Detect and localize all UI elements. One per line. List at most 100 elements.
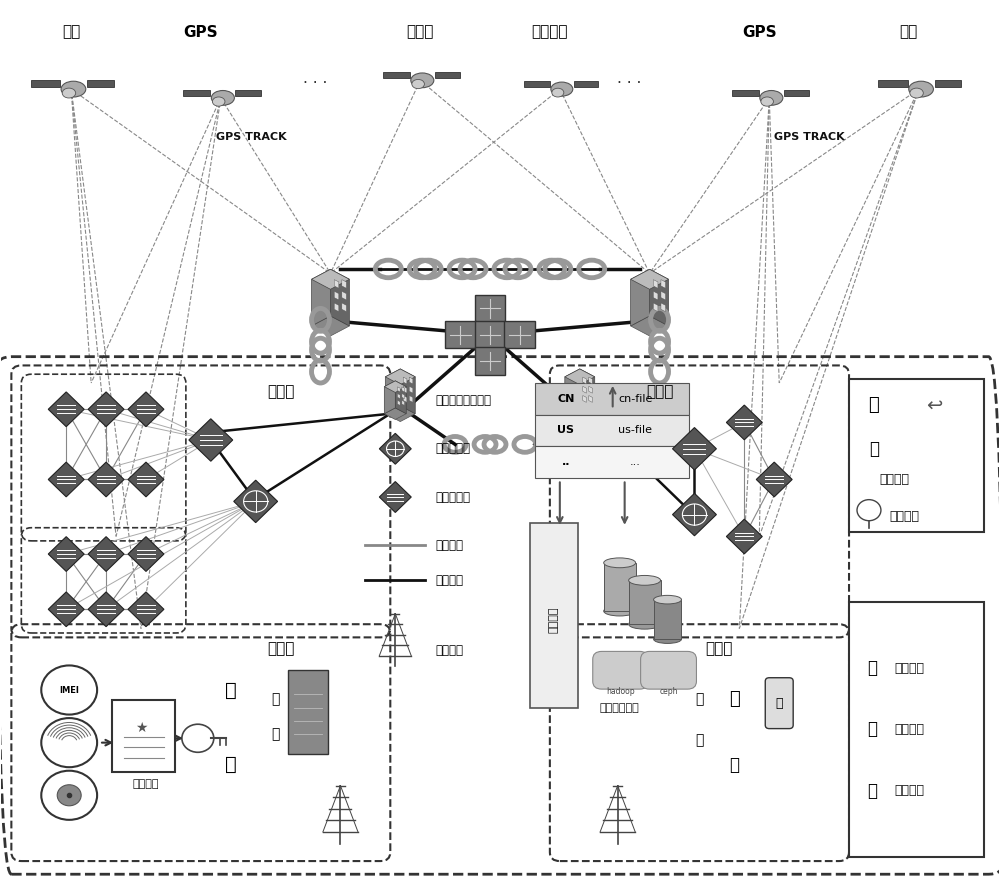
Polygon shape (409, 386, 413, 393)
Polygon shape (409, 378, 413, 384)
Text: ★: ★ (135, 721, 147, 735)
Polygon shape (589, 386, 592, 393)
FancyBboxPatch shape (445, 321, 476, 348)
Text: 🔒: 🔒 (271, 692, 280, 706)
Ellipse shape (629, 620, 661, 629)
Ellipse shape (629, 576, 661, 585)
FancyBboxPatch shape (641, 651, 696, 689)
Polygon shape (653, 291, 658, 300)
Polygon shape (631, 316, 669, 336)
Polygon shape (574, 81, 598, 87)
Polygon shape (435, 72, 460, 78)
Polygon shape (48, 462, 84, 497)
Polygon shape (397, 393, 400, 399)
Polygon shape (330, 269, 349, 326)
Text: 🔒: 🔒 (695, 733, 704, 747)
Polygon shape (631, 269, 669, 290)
Polygon shape (397, 400, 400, 406)
Polygon shape (384, 381, 406, 392)
Text: 骨干网: 骨干网 (646, 385, 673, 400)
Polygon shape (385, 369, 400, 414)
Text: 骨干网: 骨干网 (267, 385, 294, 400)
Text: CN: CN (557, 393, 575, 404)
Polygon shape (384, 381, 395, 414)
Circle shape (41, 718, 97, 767)
Ellipse shape (212, 97, 225, 106)
Text: 域内路由: 域内路由 (435, 574, 463, 587)
Text: 🔒: 🔒 (271, 727, 280, 741)
Text: 🌍: 🌍 (867, 782, 877, 800)
Polygon shape (48, 392, 84, 427)
Text: us-file: us-file (618, 425, 652, 436)
FancyBboxPatch shape (593, 651, 649, 689)
FancyBboxPatch shape (475, 321, 505, 348)
Circle shape (57, 785, 81, 806)
Polygon shape (631, 269, 650, 326)
Polygon shape (661, 291, 665, 300)
Text: 域间路由器: 域间路由器 (435, 443, 470, 455)
Text: 👤: 👤 (867, 659, 877, 677)
Polygon shape (334, 303, 339, 312)
Ellipse shape (910, 88, 923, 98)
FancyBboxPatch shape (530, 524, 578, 708)
Polygon shape (88, 462, 124, 497)
Text: US: US (557, 425, 574, 436)
Text: 🔒: 🔒 (695, 692, 704, 706)
Polygon shape (732, 90, 759, 96)
Polygon shape (334, 291, 339, 300)
Text: 标识转换: 标识转换 (879, 473, 909, 486)
Ellipse shape (761, 97, 773, 106)
Text: 北斗: 北斗 (900, 25, 918, 40)
Polygon shape (235, 90, 261, 96)
Polygon shape (342, 280, 346, 289)
Polygon shape (31, 80, 60, 87)
FancyBboxPatch shape (288, 670, 328, 754)
Polygon shape (379, 433, 411, 465)
Polygon shape (312, 269, 349, 290)
Text: IMEI: IMEI (59, 686, 79, 694)
Polygon shape (565, 406, 595, 422)
FancyBboxPatch shape (849, 602, 984, 857)
Polygon shape (342, 303, 346, 312)
FancyBboxPatch shape (504, 321, 535, 348)
Polygon shape (673, 428, 716, 470)
Text: 顶级域名管理机构: 顶级域名管理机构 (435, 394, 491, 407)
Text: ..: .. (562, 457, 570, 467)
Circle shape (182, 724, 214, 752)
Polygon shape (653, 303, 658, 312)
Text: 🖥: 🖥 (225, 755, 237, 774)
FancyBboxPatch shape (475, 295, 505, 322)
Text: 💻: 💻 (225, 680, 237, 700)
Polygon shape (312, 269, 330, 326)
Text: hadoop: hadoop (606, 687, 635, 696)
Polygon shape (128, 462, 164, 497)
Text: 无线基站: 无线基站 (435, 644, 463, 657)
Polygon shape (128, 592, 164, 627)
FancyBboxPatch shape (475, 348, 505, 375)
Text: 内容标识: 内容标识 (894, 723, 924, 736)
Polygon shape (403, 386, 407, 393)
Polygon shape (48, 592, 84, 627)
FancyBboxPatch shape (112, 700, 175, 773)
Text: GPS TRACK: GPS TRACK (216, 132, 286, 143)
Polygon shape (88, 592, 124, 627)
Polygon shape (583, 386, 586, 393)
FancyBboxPatch shape (535, 383, 689, 414)
Polygon shape (878, 80, 908, 87)
FancyBboxPatch shape (654, 599, 681, 639)
Polygon shape (383, 72, 410, 78)
Ellipse shape (654, 596, 681, 604)
Text: 📋: 📋 (869, 440, 879, 458)
Polygon shape (189, 419, 233, 461)
Text: 伽利略: 伽利略 (407, 25, 434, 40)
Text: 辅助寻址: 辅助寻址 (889, 510, 919, 523)
Ellipse shape (551, 82, 573, 96)
Ellipse shape (760, 91, 783, 106)
Polygon shape (342, 291, 346, 300)
Polygon shape (403, 395, 407, 402)
Text: 格洛纳斯: 格洛纳斯 (532, 25, 568, 40)
Text: . . .: . . . (617, 71, 642, 86)
Polygon shape (88, 537, 124, 571)
Polygon shape (385, 369, 415, 385)
Text: 分布式数据库: 分布式数据库 (600, 702, 640, 713)
